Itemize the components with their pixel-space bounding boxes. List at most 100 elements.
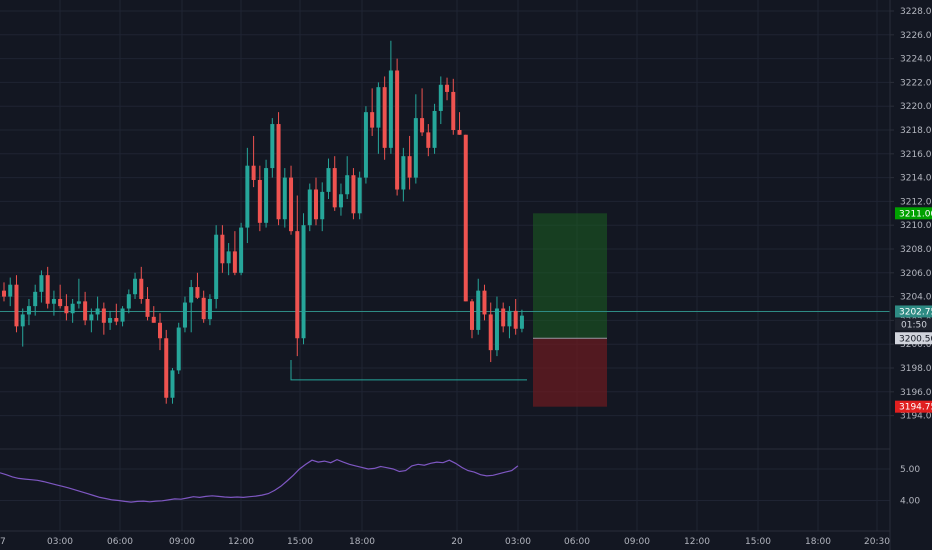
candle-body (108, 318, 113, 323)
candle-body (376, 87, 381, 128)
candle-body (326, 168, 331, 192)
candle-body (351, 175, 356, 214)
candle-body (289, 177, 294, 232)
candle-body (151, 316, 156, 323)
candle-body (207, 298, 212, 320)
price-tick-label: 3224.00 (900, 55, 932, 65)
time-axis[interactable]: 7 03:00 06:00 09:00 12:00 15:00 18:00 20 03:00 06… (0, 537, 890, 547)
candle-body (214, 234, 219, 299)
time-tick-label: 18:00 (805, 537, 831, 547)
candle-body (70, 303, 75, 314)
price-tick-label: 3194.00 (900, 412, 932, 422)
price-badges: 3211.00 3202.75 01:50 3200.50 3194.75 (895, 207, 932, 413)
candle-body (282, 177, 287, 220)
position-tool[interactable] (0, 213, 890, 407)
candle-body (519, 315, 524, 329)
candle-body (295, 231, 300, 339)
entry-price-badge-label: 3200.50 (899, 334, 932, 344)
time-tick-label: 09:00 (624, 537, 650, 547)
profit-target-zone[interactable] (533, 213, 607, 339)
candle-body (83, 301, 88, 321)
candle-body (401, 156, 406, 190)
indicator-line-series (0, 458, 519, 503)
candle-body (39, 275, 44, 292)
time-tick-label: 7 (0, 537, 6, 547)
time-tick-label: 15:00 (745, 537, 771, 547)
horizontal-support-line[interactable] (290, 360, 527, 381)
candle-body (101, 308, 106, 323)
time-tick-label: 09:00 (169, 537, 195, 547)
candle-body (370, 112, 375, 128)
candle-body (420, 118, 425, 133)
target-price-badge-label: 3211.00 (899, 209, 932, 219)
price-tick-label: 3214.00 (900, 174, 932, 184)
candle-body (345, 175, 350, 195)
candle-body (320, 191, 325, 220)
candle-body (445, 84, 450, 92)
price-tick-label: 3220.00 (900, 102, 932, 112)
candle-body (363, 112, 368, 178)
candlestick-series (2, 40, 524, 404)
candle-body (395, 70, 400, 190)
stop-loss-zone[interactable] (533, 338, 607, 407)
candle-body (270, 124, 275, 169)
candle-body (89, 314, 94, 321)
price-tick-label: 3208.00 (900, 245, 932, 255)
candle-body (176, 327, 181, 371)
candle-body (126, 294, 131, 309)
candle-body (195, 287, 200, 298)
candle-body (51, 298, 56, 304)
indicator-line (0, 458, 519, 503)
candle-body (114, 318, 119, 322)
candle-body (64, 306, 69, 314)
time-tick-label: 12:00 (684, 537, 710, 547)
candle-body (307, 189, 312, 226)
candle-body (232, 251, 237, 273)
candle-body (388, 70, 393, 148)
stop-price-badge-label: 3194.75 (899, 403, 932, 413)
price-tick-label: 3198.00 (900, 364, 932, 374)
candle-body (251, 165, 256, 180)
price-tick-label: 3210.00 (900, 221, 932, 231)
price-tick-label: 3196.00 (900, 388, 932, 398)
candle-body (407, 156, 412, 178)
candle-body (494, 308, 499, 351)
candle-body (120, 308, 125, 322)
candle-body (513, 310, 518, 329)
time-tick-label: 20:30 (864, 537, 890, 547)
support-polyline[interactable] (290, 360, 527, 381)
indicator-tick-label: 5.00 (900, 465, 920, 475)
candle-body (139, 278, 144, 299)
candle-body (276, 124, 281, 220)
candle-body (182, 302, 187, 328)
candle-body (164, 338, 169, 398)
time-tick-label: 06:00 (107, 537, 133, 547)
candle-body (476, 290, 481, 330)
candle-body (245, 165, 250, 228)
candle-body (201, 297, 206, 320)
candle-body (382, 87, 387, 148)
entry-price-badge-background (895, 332, 932, 345)
countdown-badge-background (895, 318, 932, 331)
time-tick-label: 03:00 (47, 537, 73, 547)
price-tick-label: 3212.00 (900, 197, 932, 207)
candle-body (20, 314, 25, 327)
indicator-axis[interactable]: 4.00 5.00 (900, 465, 920, 507)
last-price-badge-background (895, 305, 932, 318)
price-tick-label: 3222.00 (900, 78, 932, 88)
candle-body (189, 287, 194, 303)
candle-body (33, 291, 38, 307)
candle-body (413, 118, 418, 178)
candle-body (457, 130, 462, 135)
price-tick-label: 3216.00 (900, 150, 932, 160)
candle-body (158, 322, 162, 339)
candle-body (432, 110, 437, 148)
candle-body (58, 298, 63, 307)
candle-body (463, 134, 468, 302)
candle-body (220, 234, 225, 264)
candle-body (45, 275, 50, 304)
candle-body (438, 84, 443, 111)
time-tick-label: 20 (451, 537, 463, 547)
candle-body (301, 225, 306, 339)
